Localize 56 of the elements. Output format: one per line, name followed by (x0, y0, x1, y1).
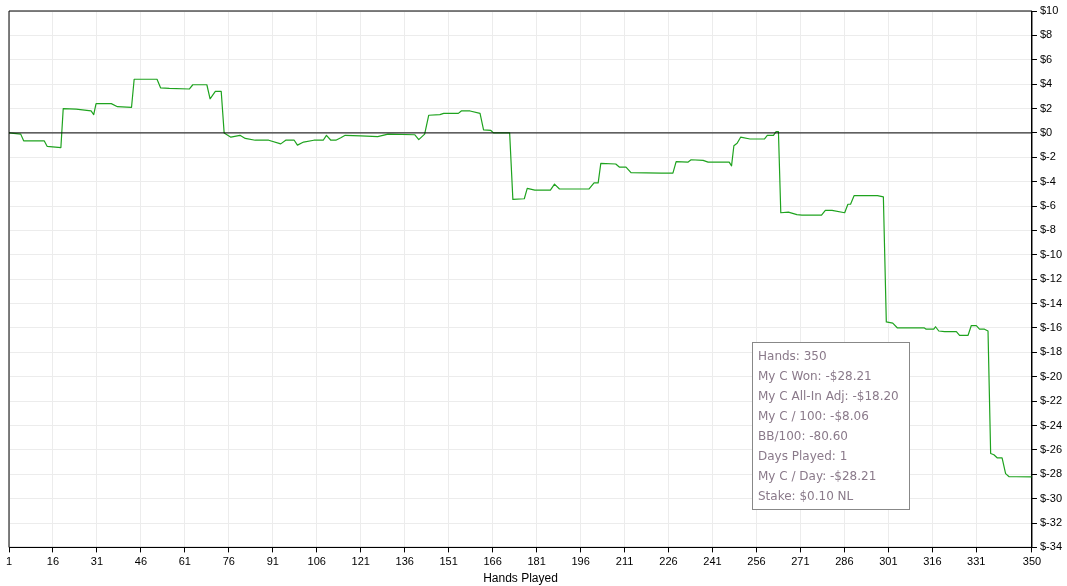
x-tick-label: 256 (747, 555, 766, 568)
x-tick-label: 226 (659, 555, 678, 568)
y-tick-label: $-10 (1039, 247, 1063, 260)
y-tick-label: $-12 (1039, 272, 1063, 285)
y-tick-label: $-14 (1039, 296, 1063, 309)
y-tick-label: $-6 (1039, 199, 1056, 212)
x-tick-label: 31 (90, 555, 104, 568)
annotation: My C Won: -$28.21 (758, 368, 873, 385)
x-tick-label: 350 (1022, 555, 1042, 568)
x-tick-label: 61 (178, 555, 191, 568)
x-tick-label: 166 (483, 555, 502, 568)
y-tick-label: $-28 (1039, 467, 1063, 480)
annotation: Stake: $0.10 NL (758, 488, 855, 505)
annotation: Days Played: 1 (758, 448, 849, 465)
y-tick-label: $-24 (1039, 418, 1063, 431)
x-tick-label: 211 (615, 555, 634, 568)
y-tick-label: $0 (1039, 125, 1053, 138)
x-tick-label: 76 (222, 555, 235, 568)
x-tick-label: 46 (134, 555, 148, 568)
annotation: My C / Day: -$28.21 (758, 468, 878, 485)
annotation: BB/100: -80.60 (758, 428, 849, 445)
y-tick-label: $-2 (1039, 150, 1056, 163)
x-tick-label: 1 (5, 555, 13, 568)
annotation: Hands: 350 (758, 348, 828, 365)
x-tick-label: 106 (307, 555, 326, 568)
y-tick-label: $4 (1039, 77, 1053, 90)
y-tick-label: $6 (1039, 52, 1053, 65)
y-tick-label: $-30 (1039, 491, 1063, 504)
y-tick-label: $-20 (1039, 369, 1063, 382)
annotation: My C / 100: -$8.06 (758, 408, 870, 425)
x-axis-title: Hands Played (483, 571, 558, 586)
y-tick-label: $-26 (1039, 442, 1063, 455)
x-tick-label: 136 (395, 555, 414, 568)
x-tick-label: 271 (791, 555, 810, 568)
y-tick-label: $-32 (1039, 516, 1063, 529)
x-tick-label: 286 (835, 555, 854, 568)
x-tick-label: 91 (266, 555, 279, 568)
x-tick-label: 316 (923, 555, 942, 568)
y-tick-label: $-4 (1039, 174, 1056, 187)
y-tick-label: $-8 (1039, 223, 1056, 236)
y-tick-label: $2 (1039, 101, 1053, 114)
x-tick-label: 196 (571, 555, 590, 568)
x-tick-label: 121 (351, 555, 370, 568)
y-tick-label: $10 (1039, 4, 1059, 17)
y-tick-label: $-16 (1039, 320, 1063, 333)
x-tick-label: 301 (879, 555, 898, 568)
y-tick-label: $-22 (1039, 394, 1063, 407)
annotation: My C All-In Adj: -$18.20 (758, 388, 899, 405)
x-tick-label: 151 (439, 555, 458, 568)
x-tick-label: 181 (527, 555, 546, 568)
y-tick-label: $-18 (1039, 345, 1063, 358)
x-tick-label: 16 (46, 555, 60, 568)
y-tick-label: $-34 (1039, 540, 1063, 553)
y-tick-label: $8 (1039, 28, 1053, 41)
x-tick-label: 331 (967, 555, 986, 568)
x-tick-label: 241 (703, 555, 722, 568)
